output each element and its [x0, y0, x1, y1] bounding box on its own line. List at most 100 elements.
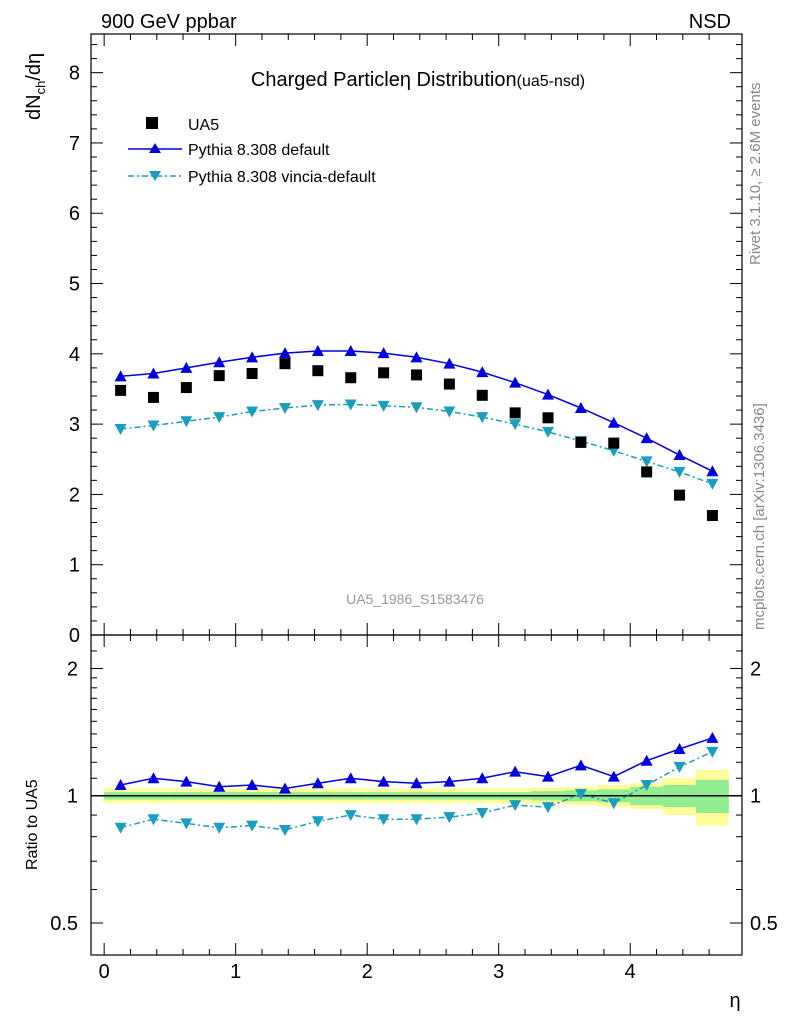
x-tick-label: 3 [493, 961, 504, 983]
mcplots-label: mcplots.cern.ch [arXiv:1306.3436] [751, 403, 768, 630]
point-ua5 [147, 391, 159, 403]
point-ua5 [213, 370, 225, 382]
point-default [377, 347, 390, 359]
main-ytick-label: 2 [69, 484, 80, 506]
point-vincia [509, 419, 522, 431]
ratio-point-vincia [574, 788, 587, 800]
point-vincia [640, 456, 653, 468]
point-vincia [410, 402, 423, 414]
ratio-ytick-label-left: 1 [67, 786, 78, 808]
ratio-point-vincia [147, 814, 160, 826]
main-axes: 0 1 2 3 4 5 6 7 8 [69, 34, 742, 647]
point-vincia [443, 406, 456, 418]
point-ua5 [378, 367, 390, 379]
point-ua5 [312, 365, 324, 377]
point-default [246, 351, 259, 363]
point-default [147, 367, 160, 379]
point-default [640, 432, 653, 444]
ratio-point-vincia [476, 808, 489, 820]
point-vincia [706, 478, 719, 490]
main-ylabel-rest: /dη [23, 53, 45, 81]
point-default [476, 366, 489, 378]
point-default [311, 345, 324, 357]
main-ytick-label: 8 [69, 63, 80, 85]
ratio-point-default [706, 731, 719, 743]
point-default [114, 370, 127, 382]
point-ua5 [509, 407, 521, 419]
ratio-ytick-label-left: 0.5 [50, 913, 78, 935]
main-ytick-label: 3 [69, 414, 80, 436]
ratio-point-vincia [344, 810, 357, 822]
point-ua5 [180, 382, 192, 394]
header-left: 900 GeV ppbar [101, 11, 237, 33]
ratio-point-default [607, 770, 620, 782]
point-vincia [180, 416, 193, 428]
x-tick-label: 1 [230, 961, 241, 983]
point-default [344, 345, 357, 357]
ratio-point-default [278, 782, 291, 794]
point-vincia [311, 400, 324, 412]
ratio-ytick-label-right: 0.5 [750, 913, 778, 935]
ratio-point-vincia [509, 800, 522, 812]
ratio-ytick-label-left: 2 [67, 658, 78, 680]
ratio-point-default [180, 775, 193, 787]
point-default [443, 357, 456, 369]
ratio-frame [90, 634, 743, 956]
ratio-point-vincia [640, 780, 653, 792]
ratio-point-vincia [607, 798, 620, 810]
ratio-point-default [443, 775, 456, 787]
main-title: Charged Particleη Distribution(ua5-nsd) [251, 69, 585, 91]
rivet-label: Rivet 3.1.10, ≥ 2.6M events [747, 83, 764, 266]
point-default [509, 376, 522, 388]
ratio-point-vincia [673, 761, 686, 773]
point-ua5 [345, 372, 357, 384]
ratio-point-default [673, 742, 686, 754]
main-ylabel-main: dN [23, 94, 45, 120]
point-default [180, 361, 193, 373]
legend-label-ua5: UA5 [188, 117, 219, 134]
header-right: NSD [689, 11, 731, 33]
legend: UA5 Pythia 8.308 default Pythia 8.308 vi… [128, 117, 376, 186]
point-ua5 [575, 436, 587, 448]
point-ua5 [542, 412, 554, 424]
main-ylabel: dNch/dη [23, 53, 48, 120]
ratio-point-vincia [377, 814, 390, 826]
ratio-axes: 0.5 0.5 1 1 2 2 0 1 2 3 4 [50, 635, 778, 983]
ratio-point-default [213, 780, 226, 792]
point-ua5 [641, 466, 653, 478]
title-dist: Distribution [411, 69, 517, 91]
point-vincia [213, 412, 226, 424]
ratio-point-default [509, 765, 522, 777]
ratio-point-vincia [213, 822, 226, 834]
point-vincia [476, 412, 489, 424]
series-line-vincia [120, 403, 713, 485]
main-ytick-label: 6 [69, 203, 80, 225]
watermark: UA5_1986_S1583476 [346, 591, 484, 607]
point-default [542, 388, 555, 400]
point-default [673, 449, 686, 461]
point-vincia [542, 426, 555, 438]
legend-label-vincia: Pythia 8.308 vincia-default [188, 169, 376, 186]
x-tick-label: 0 [99, 961, 110, 983]
ratio-ylabel: Ratio to UA5 [24, 779, 41, 870]
point-vincia [147, 420, 160, 432]
point-ua5 [246, 368, 258, 380]
main-ytick-label: 0 [69, 625, 80, 647]
ratio-point-default [344, 772, 357, 784]
ratio-series [114, 731, 719, 836]
ratio-point-default [114, 779, 127, 791]
legend-marker-default [149, 143, 161, 153]
ratio-point-default [476, 772, 489, 784]
ratio-point-vincia [246, 820, 259, 832]
title-eta: η [400, 69, 411, 91]
ratio-point-default [542, 770, 555, 782]
point-ua5 [443, 378, 455, 390]
point-ua5 [411, 369, 422, 381]
ratio-point-default [640, 754, 653, 766]
ratio-point-default [574, 759, 587, 771]
point-vincia [246, 406, 259, 418]
point-default [706, 465, 719, 477]
ratio-point-vincia [443, 812, 456, 824]
main-ytick-label: 4 [69, 344, 80, 366]
ratio-point-default [246, 779, 259, 791]
